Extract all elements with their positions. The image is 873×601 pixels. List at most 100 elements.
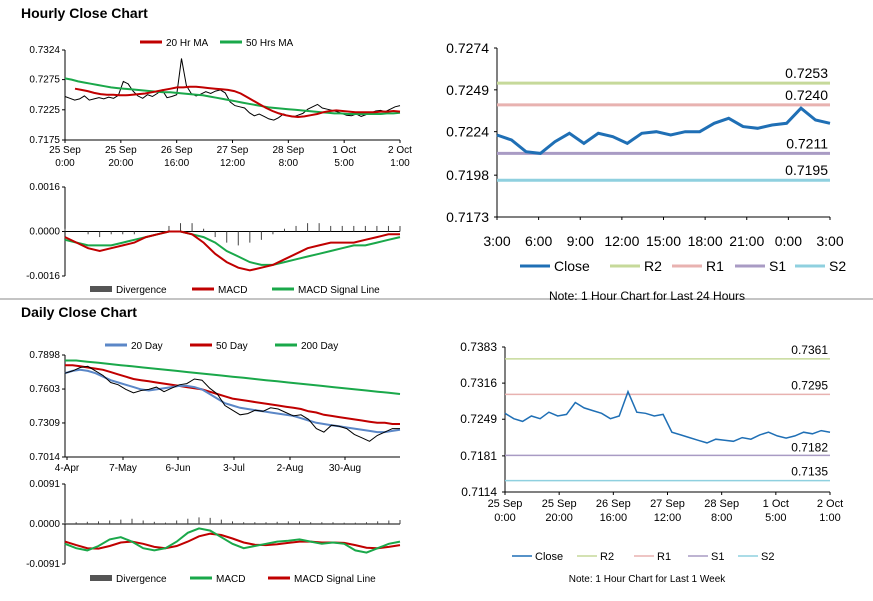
daily-ma20-series xyxy=(64,368,401,434)
weekly-x-tick-label: 5:00 xyxy=(765,512,786,524)
daily-price-x-tick-label: 7-May xyxy=(109,463,137,474)
weekly-legend-s2-label: S2 xyxy=(761,551,774,563)
levels-x-tick-label: 3:00 xyxy=(816,233,843,249)
hourly-legend-signal-label: MACD Signal Line xyxy=(298,285,380,296)
weekly-level-label-s2: 0.7135 xyxy=(791,465,828,479)
level-label-s1: 0.7211 xyxy=(786,135,828,151)
daily-close-series xyxy=(64,365,400,442)
levels-x-tick-label: 21:00 xyxy=(729,233,764,249)
hourly-price-y-tick-label: 0.7324 xyxy=(29,45,60,56)
level-label-r1: 0.7240 xyxy=(785,87,828,103)
daily-macd-y-tick-label: 0.0000 xyxy=(29,519,60,530)
hourly-price-x-tick-label: 28 Sep xyxy=(272,145,304,156)
levels-y-tick-label: 0.7198 xyxy=(446,167,489,183)
levels-y-tick-label: 0.7249 xyxy=(446,82,489,98)
daily-macd-y-tick-label: -0.0091 xyxy=(26,559,60,570)
hourly-price-x-tick-label: 2 Oct xyxy=(388,145,412,156)
levels-legend-close-label: Close xyxy=(554,258,590,274)
daily-legend-50day-label: 50 Day xyxy=(216,341,248,352)
weekly-x-tick-label: 25 Sep xyxy=(542,498,577,510)
hourly-price-x-tick-label: 27 Sep xyxy=(217,145,249,156)
hourly-price-x-tick-label: 26 Sep xyxy=(161,145,193,156)
weekly-x-tick-label: 26 Sep xyxy=(596,498,631,510)
levels-y-tick-label: 0.7224 xyxy=(446,124,489,140)
weekly-y-tick-label: 0.7181 xyxy=(460,449,497,463)
levels-y-tick-label: 0.7274 xyxy=(446,40,489,56)
hourly-price-x-tick-label: 25 Sep xyxy=(105,145,137,156)
levels-x-tick-label: 12:00 xyxy=(604,233,639,249)
levels-legend-s1-label: S1 xyxy=(769,258,786,274)
daily-price-y-tick-label: 0.7603 xyxy=(29,384,60,395)
daily-ma200-series xyxy=(65,359,401,395)
hourly-price-y-tick-label: 0.7175 xyxy=(29,135,60,146)
hourly-price-x-tick-label: 8:00 xyxy=(279,158,299,169)
weekly-close-series xyxy=(504,389,831,444)
levels-x-tick-label: 3:00 xyxy=(483,233,510,249)
daily-price-x-tick-label: 2-Aug xyxy=(277,463,304,474)
weekly-x-tick-label: 1:00 xyxy=(819,512,840,524)
daily-ma50-series xyxy=(65,364,400,425)
levels-note: Note: 1 Hour Chart for Last 24 Hours xyxy=(549,289,745,303)
weekly-y-tick-label: 0.7249 xyxy=(460,412,497,426)
weekly-y-tick-label: 0.7114 xyxy=(461,485,497,499)
daily-price-y-tick-label: 0.7309 xyxy=(29,418,60,429)
weekly-x-tick-label: 20:00 xyxy=(545,512,573,524)
daily-price-x-tick-label: 6-Jun xyxy=(165,463,190,474)
hourly-price-y-tick-label: 0.7275 xyxy=(29,75,60,86)
hourly-price-y-tick-label: 0.7225 xyxy=(29,105,60,116)
level-label-r2: 0.7253 xyxy=(785,65,828,81)
weekly-x-tick-label: 28 Sep xyxy=(704,498,739,510)
levels-x-tick-label: 18:00 xyxy=(688,233,723,249)
weekly-level-label-r1: 0.7295 xyxy=(791,378,828,392)
weekly-x-tick-label: 2 Oct xyxy=(817,498,843,510)
daily-legend-signal-label: MACD Signal Line xyxy=(294,574,376,585)
daily-price-x-tick-label: 30-Aug xyxy=(329,463,361,474)
weekly-x-tick-label: 16:00 xyxy=(600,512,628,524)
levels-y-tick-label: 0.7173 xyxy=(446,209,489,225)
weekly-legend-r2-label: R2 xyxy=(600,551,614,563)
weekly-x-tick-label: 0:00 xyxy=(494,512,515,524)
hourly-price-x-tick-label: 5:00 xyxy=(334,158,354,169)
levels-close-series xyxy=(496,106,831,155)
weekly-y-tick-label: 0.7383 xyxy=(460,340,497,354)
hourly-price-x-tick-label: 0:00 xyxy=(55,158,75,169)
hourly-price-x-tick-label: 1 Oct xyxy=(332,145,356,156)
hourly-legend-ma20-label: 20 Hr MA xyxy=(166,38,209,49)
hourly-legend-divergence-label: Divergence xyxy=(116,285,167,296)
hourly-price-x-tick-label: 12:00 xyxy=(220,158,245,169)
levels-x-tick-label: 15:00 xyxy=(646,233,681,249)
weekly-legend-s1-label: S1 xyxy=(711,551,724,563)
weekly-x-tick-label: 8:00 xyxy=(711,512,732,524)
daily-price-y-tick-label: 0.7898 xyxy=(29,350,60,361)
weekly-x-tick-label: 1 Oct xyxy=(763,498,789,510)
hourly-legend-ma50-label: 50 Hrs MA xyxy=(246,38,294,49)
daily-legend-20day-label: 20 Day xyxy=(131,341,163,352)
hourly-legend-macd-label: MACD xyxy=(218,285,247,296)
hourly-macd-y-tick-label: 0.0016 xyxy=(29,182,60,193)
hourly-macd-y-tick-label: -0.0016 xyxy=(26,271,60,282)
levels-legend-r2-label: R2 xyxy=(644,258,662,274)
hourly-macd-series xyxy=(64,230,400,272)
hourly-macd-signal-series xyxy=(64,230,401,266)
levels-x-tick-label: 9:00 xyxy=(567,233,594,249)
daily-legend-200day-label: 200 Day xyxy=(301,341,338,352)
daily-legend-divergence-swatch xyxy=(90,575,112,581)
daily-legend-divergence-label: Divergence xyxy=(116,574,167,585)
levels-x-tick-label: 0:00 xyxy=(775,233,802,249)
hourly-price-x-tick-label: 25 Sep xyxy=(49,145,81,156)
weekly-x-tick-label: 27 Sep xyxy=(650,498,685,510)
daily-macd-series xyxy=(64,527,401,554)
levels-x-tick-label: 6:00 xyxy=(525,233,552,249)
hourly-price-x-tick-label: 1:00 xyxy=(390,158,410,169)
daily-section-title: Daily Close Chart xyxy=(21,304,137,320)
hourly-price-x-tick-label: 20:00 xyxy=(108,158,133,169)
hourly-macd-y-tick-label: 0.0000 xyxy=(29,227,60,238)
daily-price-y-tick-label: 0.7014 xyxy=(29,452,60,463)
daily-macd-y-tick-label: 0.0091 xyxy=(29,479,60,490)
daily-legend-macd-label: MACD xyxy=(216,574,245,585)
hourly-ma20-series xyxy=(74,85,401,119)
weekly-legend-r1-label: R1 xyxy=(657,551,671,563)
levels-legend-r1-label: R1 xyxy=(706,258,724,274)
level-label-s2: 0.7195 xyxy=(785,162,828,178)
